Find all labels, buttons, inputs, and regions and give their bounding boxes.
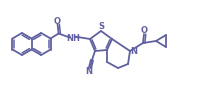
Text: N: N bbox=[130, 47, 137, 55]
Text: S: S bbox=[98, 22, 103, 31]
Text: N: N bbox=[85, 67, 92, 77]
Text: O: O bbox=[140, 25, 147, 34]
Text: O: O bbox=[54, 17, 61, 25]
Text: NH: NH bbox=[66, 34, 80, 43]
